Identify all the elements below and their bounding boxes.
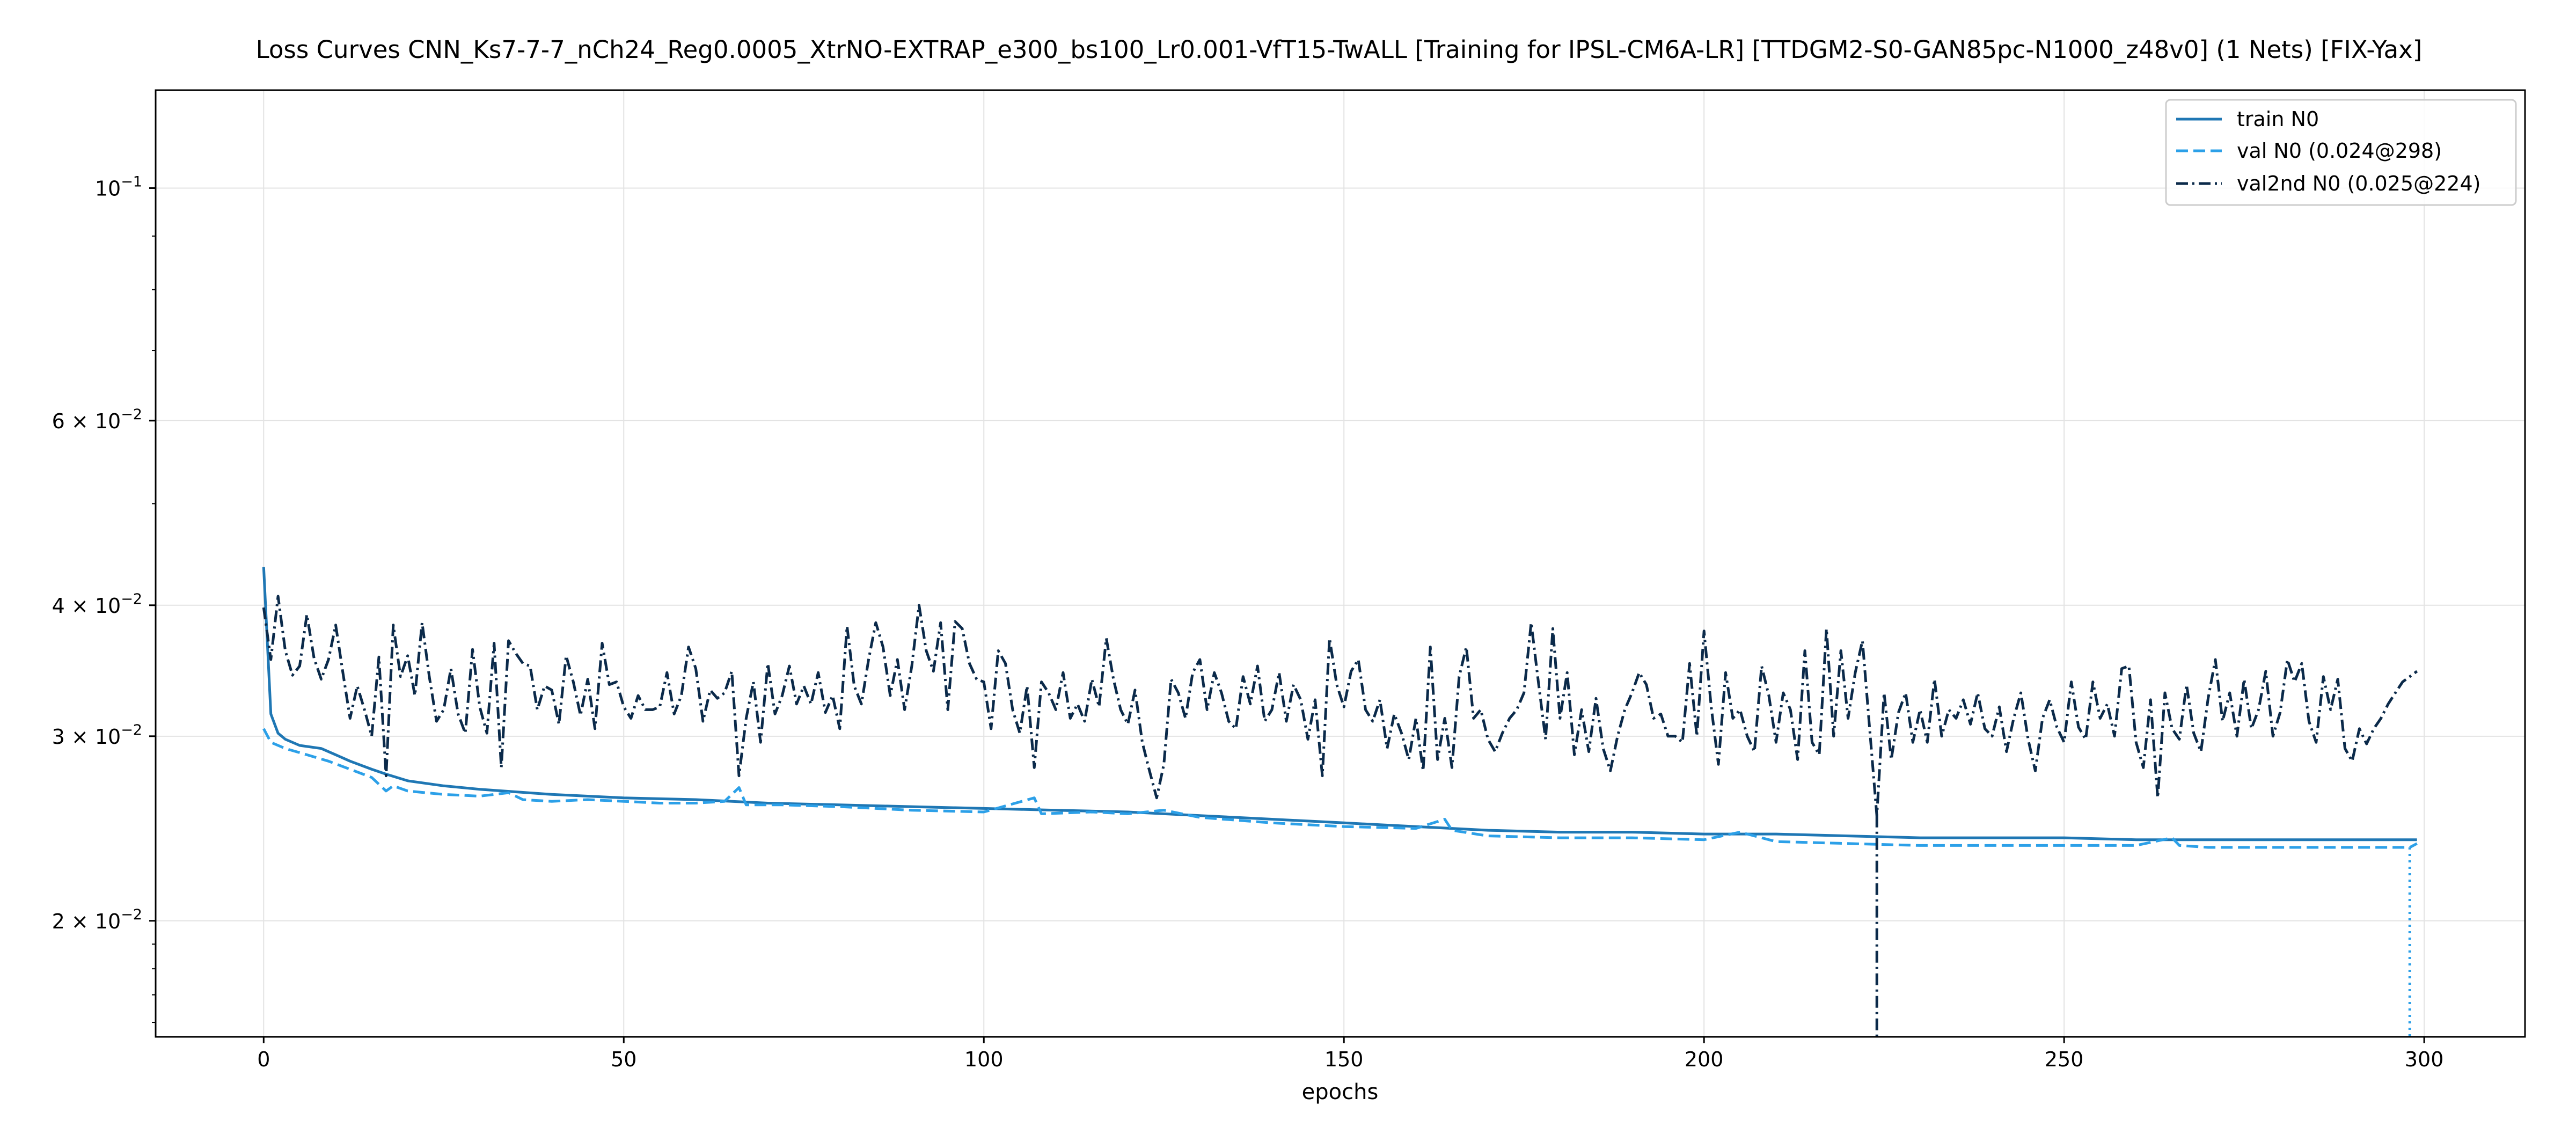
series-line-val (262, 728, 2418, 849)
plot-area-frame (155, 89, 2526, 1038)
y-tick-label: 4 × 10−2 (52, 591, 142, 618)
x-tick-label: 150 (1324, 1048, 1364, 1071)
legend-label-val2nd: val2nd N0 (0.025@224) (2237, 172, 2480, 195)
y-tick-label: 3 × 10−2 (52, 722, 142, 749)
legend-label-train: train N0 (2237, 107, 2319, 131)
y-tick-label: 2 × 10−2 (52, 906, 142, 933)
y-tick-label: 10−1 (95, 173, 142, 200)
x-axis-label: epochs (1302, 1080, 1379, 1104)
series-line-val2nd (262, 595, 2418, 817)
chart-title: Loss Curves CNN_Ks7-7-7_nCh24_Reg0.0005_… (256, 35, 2423, 64)
y-tick-label: 6 × 10−2 (52, 406, 142, 433)
x-axis-ticks: 0 50 100 150 200 250 300 (257, 1037, 2443, 1071)
legend-box (2165, 99, 2517, 206)
series-line-train (262, 567, 2417, 841)
x-tick-label: 200 (1685, 1048, 1724, 1071)
gridlines (156, 90, 2525, 1037)
series-lines (262, 567, 2418, 1037)
legend-label-val: val N0 (0.024@298) (2237, 139, 2442, 163)
legend: train N0 val N0 (0.024@298) val2nd N0 (0… (2165, 99, 2517, 206)
series-layer (262, 567, 2418, 1037)
x-tick-label: 50 (611, 1048, 636, 1071)
y-axis-ticks: 2 × 10−2 3 × 10−2 4 × 10−2 6 × 10−2 10−1 (52, 173, 156, 1023)
x-tick-label: 300 (2405, 1048, 2444, 1071)
x-tick-label: 0 (257, 1048, 270, 1071)
x-tick-label: 100 (964, 1048, 1004, 1071)
x-tick-label: 250 (2045, 1048, 2084, 1071)
